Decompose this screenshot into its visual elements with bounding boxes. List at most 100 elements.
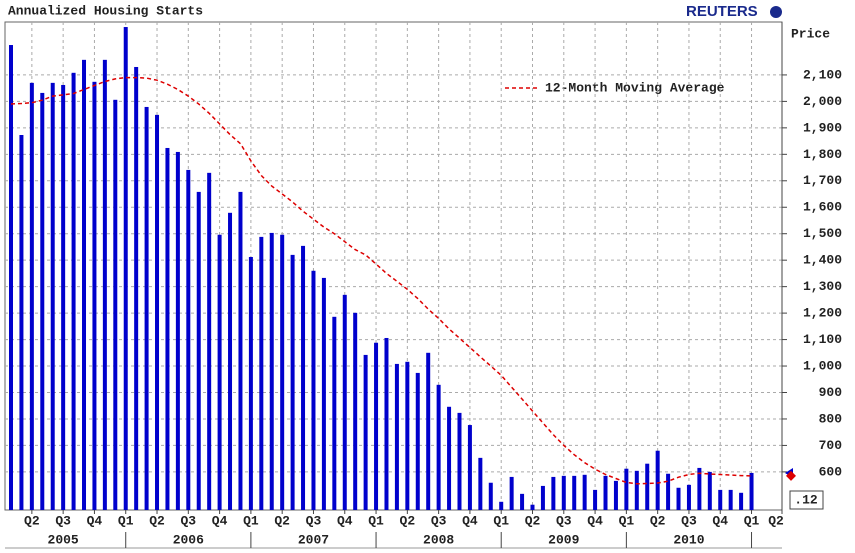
- x-tick-label: Q1: [368, 513, 384, 528]
- x-tick-label: Q1: [243, 513, 259, 528]
- bar: [655, 450, 660, 510]
- bar: [290, 254, 295, 510]
- year-label: 2008: [423, 532, 454, 547]
- y-tick-label: 1,900: [803, 120, 842, 135]
- y-tick-label: 1,500: [803, 226, 842, 241]
- brand: REUTERS: [686, 3, 758, 20]
- bar: [718, 489, 723, 510]
- bar: [666, 473, 671, 510]
- bar: [342, 294, 347, 510]
- x-tick-label: Q4: [337, 513, 353, 528]
- y-tick-label: 700: [819, 438, 843, 453]
- bar: [71, 72, 76, 510]
- bar: [749, 472, 754, 510]
- bar: [415, 372, 420, 510]
- bar: [436, 384, 441, 510]
- bar: [509, 476, 514, 510]
- bar: [186, 169, 191, 510]
- bar: [613, 480, 618, 510]
- x-tick-label: Q1: [118, 513, 134, 528]
- x-tick-label: Q3: [55, 513, 71, 528]
- bar: [697, 467, 702, 510]
- x-tick-label: Q4: [712, 513, 728, 528]
- y-tick-label: 2,100: [803, 67, 842, 82]
- bar: [102, 59, 107, 511]
- bar: [582, 474, 587, 510]
- bar: [447, 406, 452, 510]
- bar: [19, 135, 24, 510]
- bar: [676, 487, 681, 510]
- brand-logo: [770, 6, 782, 18]
- x-tick-label: Q2: [650, 513, 666, 528]
- x-tick-label: Q3: [556, 513, 572, 528]
- x-tick-label: Q2: [274, 513, 290, 528]
- bar: [457, 412, 462, 510]
- bar: [478, 457, 483, 510]
- last-average-marker: [786, 470, 796, 481]
- bar: [82, 59, 87, 511]
- bar: [686, 484, 691, 510]
- bar: [301, 245, 306, 510]
- x-tick-label: Q2: [525, 513, 541, 528]
- y-tick-label: 1,200: [803, 306, 842, 321]
- chart-title: Annualized Housing Starts: [8, 3, 203, 18]
- bar: [40, 92, 45, 511]
- bar: [394, 363, 399, 510]
- legend-label: 12-Month Moving Average: [545, 80, 725, 95]
- bar: [207, 172, 212, 510]
- y-axis-label: Price: [791, 26, 830, 41]
- bar: [593, 489, 598, 510]
- bar: [405, 361, 410, 510]
- bar: [353, 312, 358, 510]
- x-tick-label: Q3: [681, 513, 697, 528]
- y-tick-label: 900: [819, 385, 843, 400]
- bar: [248, 257, 253, 510]
- x-tick-label: Q2: [24, 513, 40, 528]
- bar: [520, 493, 525, 510]
- x-tick-label: Q4: [462, 513, 478, 528]
- x-tick-label: Q3: [431, 513, 447, 528]
- bar: [238, 191, 243, 511]
- x-tick-label: Q3: [181, 513, 197, 528]
- bar: [624, 468, 629, 510]
- moving-average-line: [10, 76, 752, 485]
- bar: [384, 337, 389, 510]
- x-tick-label: Q1: [619, 513, 635, 528]
- bar: [155, 114, 160, 510]
- x-tick-label: Q4: [212, 513, 228, 528]
- bar: [134, 66, 139, 511]
- y-tick-label: 1,300: [803, 279, 842, 294]
- bar: [530, 504, 535, 510]
- bar: [374, 342, 379, 510]
- bar: [50, 82, 55, 510]
- x-tick-label: Q2: [149, 513, 165, 528]
- y-tick-label: 1,800: [803, 147, 842, 162]
- y-tick-label: 800: [819, 411, 843, 426]
- bar: [603, 475, 608, 510]
- bar: [280, 234, 285, 511]
- bar: [572, 475, 577, 510]
- last-value-box: [789, 490, 824, 510]
- bar: [467, 425, 472, 510]
- x-tick-label: Q1: [744, 513, 760, 528]
- year-label: 2007: [298, 532, 329, 547]
- y-tick-label: 1,400: [803, 253, 842, 268]
- bar: [363, 354, 368, 510]
- bar: [196, 191, 201, 511]
- y-tick-label: 1,600: [803, 200, 842, 215]
- x-tick-label: Q4: [87, 513, 103, 528]
- bar: [728, 489, 733, 510]
- y-tick-label: 1,100: [803, 332, 842, 347]
- y-tick-label: 1,000: [803, 358, 842, 373]
- x-tick-label: Q2: [400, 513, 416, 528]
- year-label: 2005: [48, 532, 79, 547]
- bar: [144, 106, 149, 511]
- x-tick-label: Q2: [768, 513, 784, 528]
- bar: [217, 234, 222, 511]
- bar: [561, 475, 566, 510]
- y-tick-label: 2,000: [803, 94, 842, 109]
- year-label: 2006: [173, 532, 204, 547]
- bar: [332, 316, 337, 510]
- bar: [29, 82, 34, 510]
- bar: [9, 45, 13, 510]
